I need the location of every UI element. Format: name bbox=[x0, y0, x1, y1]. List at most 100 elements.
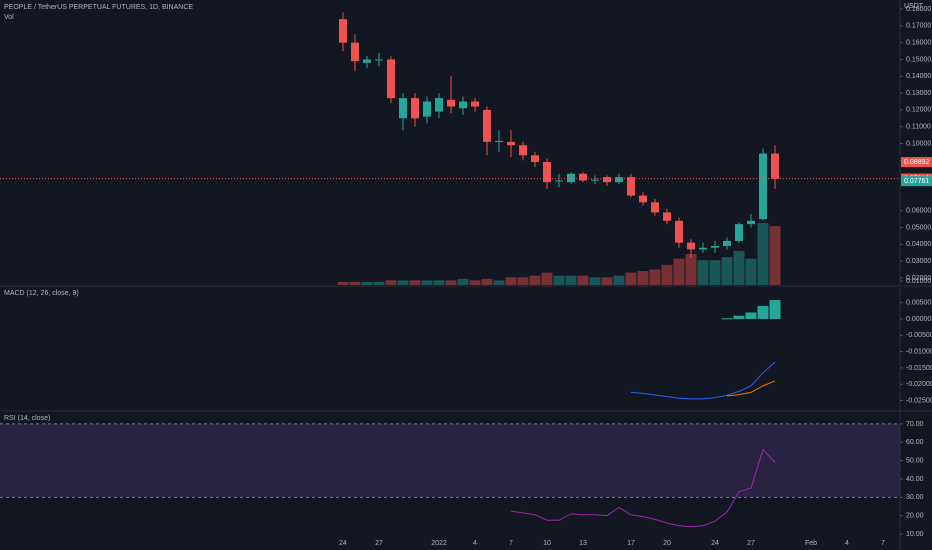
x-tick-label: 27 bbox=[375, 540, 383, 547]
volume-bar bbox=[373, 281, 385, 285]
x-tick-label: 2022 bbox=[431, 540, 447, 547]
price-label-box bbox=[901, 176, 932, 187]
histogram-bar bbox=[745, 312, 757, 319]
y-tick-label: -0.00500 bbox=[906, 332, 932, 339]
y-tick-label: 0.00000 bbox=[906, 316, 931, 323]
candle-body bbox=[351, 42, 359, 62]
candle-body bbox=[483, 109, 491, 142]
candle-body bbox=[627, 177, 635, 196]
candle-body bbox=[339, 19, 347, 43]
volume-bar bbox=[553, 275, 565, 285]
x-tick-label: Feb bbox=[805, 540, 817, 547]
x-tick-label: 24 bbox=[339, 540, 347, 547]
candle-body bbox=[387, 59, 395, 99]
axis-unit: USDT bbox=[904, 3, 924, 10]
candle-body bbox=[615, 177, 623, 183]
candle-body bbox=[459, 101, 467, 109]
candle-body bbox=[579, 173, 587, 181]
volume-bar bbox=[337, 281, 349, 285]
y-tick-label: 0.05000 bbox=[906, 224, 931, 231]
volume-bar bbox=[649, 269, 661, 285]
price-label: 0.08892 bbox=[904, 159, 929, 166]
candle-body bbox=[723, 240, 731, 247]
candle-body bbox=[363, 59, 371, 63]
y-tick-label: 0.15000 bbox=[906, 56, 931, 63]
macd-title: MACD (12, 26, close, 9) bbox=[4, 290, 79, 297]
y-tick-label: 50.00 bbox=[906, 457, 924, 464]
y-tick-label: 70.00 bbox=[906, 421, 924, 428]
y-tick-label: 0.13000 bbox=[906, 90, 931, 97]
candle-body bbox=[687, 242, 695, 250]
candle-body bbox=[591, 179, 599, 181]
x-tick-label: 13 bbox=[579, 540, 587, 547]
x-tick-label: 17 bbox=[627, 540, 635, 547]
y-tick-label: 0.01000 bbox=[906, 278, 931, 285]
candle-body bbox=[543, 161, 551, 183]
y-tick-label: 0.04000 bbox=[906, 241, 931, 248]
y-tick-label: 0.18000 bbox=[906, 6, 931, 13]
volume-bar bbox=[541, 272, 553, 285]
candle-body bbox=[519, 145, 527, 156]
candle-body bbox=[675, 220, 683, 243]
y-tick-label: 20.00 bbox=[906, 513, 924, 520]
volume-bar bbox=[661, 264, 673, 285]
price-label-box bbox=[901, 157, 932, 168]
y-tick-label: -0.01000 bbox=[906, 348, 932, 355]
y-tick-label: -0.02000 bbox=[906, 381, 932, 388]
volume-bar bbox=[709, 260, 721, 285]
candle-body bbox=[471, 101, 479, 107]
candle-body bbox=[435, 98, 443, 112]
rsi-title: RSI (14, close) bbox=[4, 415, 50, 422]
volume-bar bbox=[397, 280, 409, 285]
candle-body bbox=[663, 212, 671, 221]
x-tick-label: 27 bbox=[747, 540, 755, 547]
y-tick-label: 0.02000 bbox=[906, 275, 931, 282]
volume-bar bbox=[625, 272, 637, 285]
x-tick-label: 7 bbox=[509, 540, 513, 547]
volume-bar bbox=[565, 275, 577, 285]
histogram-bar bbox=[757, 305, 769, 319]
volume-bar bbox=[601, 277, 613, 285]
candle-body bbox=[759, 153, 767, 220]
candle-body bbox=[747, 220, 755, 225]
y-tick-label: 40.00 bbox=[906, 476, 924, 483]
volume-bar bbox=[613, 275, 625, 285]
y-tick-label: 10.00 bbox=[906, 531, 924, 538]
volume-bar bbox=[757, 223, 769, 285]
y-tick-label: 0.10000 bbox=[906, 140, 931, 147]
macd-line bbox=[630, 361, 776, 400]
volume-bar bbox=[673, 258, 685, 285]
volume-bar bbox=[469, 280, 481, 285]
volume-bar bbox=[529, 275, 541, 285]
y-tick-label: 0.17000 bbox=[906, 23, 931, 30]
volume-bar bbox=[361, 281, 373, 285]
volume-bar bbox=[577, 275, 589, 285]
candle-body bbox=[495, 140, 503, 142]
volume-bar bbox=[589, 277, 601, 285]
candle-body bbox=[447, 99, 455, 107]
x-tick-label: 4 bbox=[473, 540, 477, 547]
candle-body bbox=[735, 224, 743, 241]
candle-body bbox=[399, 98, 407, 119]
volume-bar bbox=[481, 278, 493, 285]
histogram-bar bbox=[769, 300, 781, 319]
volume-bar bbox=[745, 258, 757, 285]
y-tick-label: -0.01500 bbox=[906, 365, 932, 372]
volume-bar bbox=[493, 280, 505, 285]
y-tick-label: 0.14000 bbox=[906, 73, 931, 80]
candle-body bbox=[639, 195, 647, 203]
x-tick-label: 4 bbox=[845, 540, 849, 547]
candle-body bbox=[423, 101, 431, 117]
candle-body bbox=[651, 202, 659, 213]
volume-bar bbox=[445, 280, 457, 285]
volume-bar bbox=[733, 250, 745, 285]
chart-title: PEOPLE / TetherUS PERPETUAL FUTURES, 1D,… bbox=[4, 4, 193, 11]
volume-bar bbox=[421, 280, 433, 285]
x-tick-label: 10 bbox=[543, 540, 551, 547]
y-tick-label: 30.00 bbox=[906, 494, 924, 501]
volume-bar bbox=[685, 254, 697, 285]
rsi-line bbox=[510, 448, 776, 528]
y-tick-label: -0.02500 bbox=[906, 397, 932, 404]
volume-bar bbox=[721, 257, 733, 285]
volume-bar bbox=[457, 278, 469, 285]
